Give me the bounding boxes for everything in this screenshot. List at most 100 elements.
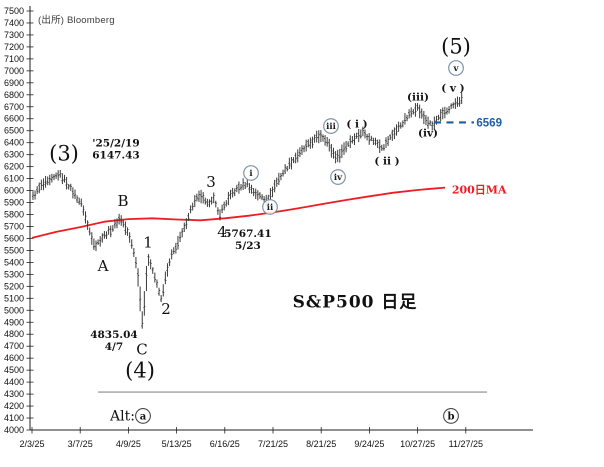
price-annotation-line: 4/7 xyxy=(105,341,123,353)
y-axis-tick-label: 6700 xyxy=(4,102,24,112)
price-annotation-483504: 4835.044/7 xyxy=(90,329,138,353)
wave-label-iii: (iii) xyxy=(407,92,429,104)
source-label: (出所) Bloomberg xyxy=(38,15,115,26)
circled-wave-ring xyxy=(262,199,278,215)
x-axis-tick-label: 11/27/25 xyxy=(449,439,483,449)
price-annotation-line: 6147.43 xyxy=(92,150,140,162)
y-axis-tick-label: 5800 xyxy=(4,210,24,220)
price-bars xyxy=(31,92,463,329)
circled-wave-ring xyxy=(323,118,339,134)
y-axis-tick-label: 6600 xyxy=(4,114,24,124)
x-axis-tick-label: 6/16/25 xyxy=(210,439,240,449)
circled-wave-iv: iv xyxy=(330,169,346,185)
y-axis-tick-label: 5700 xyxy=(4,221,24,231)
y-axis-tick-label: 4600 xyxy=(4,353,24,363)
wave-label-4: (4) xyxy=(125,358,155,382)
wave-label-5: (5) xyxy=(441,34,471,58)
wave-label-4: 4 xyxy=(217,223,227,241)
chart-title: S&P500 日足 xyxy=(292,292,418,313)
y-axis-tick-label: 5000 xyxy=(4,305,24,315)
y-axis-tick-label: 6800 xyxy=(4,90,24,100)
wave-label-iv: (iv) xyxy=(418,128,438,140)
price-annotation-line: 4835.04 xyxy=(90,329,138,341)
price-annotation-line: '25/2/19 xyxy=(92,138,139,150)
wave-label-1: 1 xyxy=(143,233,153,251)
alt-circle-ring xyxy=(135,407,151,424)
y-axis-tick-label: 6900 xyxy=(4,78,24,88)
wave-label-v: ( v ) xyxy=(441,83,464,95)
ma-200-line xyxy=(31,186,446,239)
y-axis-tick-label: 4900 xyxy=(4,317,24,327)
x-axis-tick-label: 9/24/25 xyxy=(354,439,384,449)
price-annotation-line: 5/23 xyxy=(235,240,261,252)
y-axis-tick-label: 6200 xyxy=(4,162,24,172)
y-axis-tick-label: 7200 xyxy=(4,42,24,52)
y-axis-tick-label: 5500 xyxy=(4,245,24,255)
y-axis-tick-label: 7300 xyxy=(4,30,24,40)
price-annotation-line: 5767.41 xyxy=(224,228,272,240)
circled-wave-text: ii xyxy=(267,203,274,213)
y-axis-tick-label: 7000 xyxy=(4,66,24,76)
alt-prefix-label: Alt: xyxy=(109,408,135,424)
price-annotation-576741: 5767.415/23 xyxy=(224,228,272,252)
alt-circled-a: a xyxy=(135,407,151,424)
wave-label-3: (3) xyxy=(49,141,79,165)
y-axis-tick-label: 4400 xyxy=(4,377,24,387)
y-axis-tick-label: 4200 xyxy=(4,401,24,411)
y-axis-tick-label: 7100 xyxy=(4,54,24,64)
y-axis-tick-label: 6400 xyxy=(4,138,24,148)
x-axis-tick-label: 8/21/25 xyxy=(306,439,336,449)
circled-wave-ring xyxy=(243,165,259,181)
x-axis-tick-label: 7/21/25 xyxy=(258,439,288,449)
wave-label-b: B xyxy=(117,192,128,210)
wave-label-a: A xyxy=(97,257,109,275)
y-axis-tick-label: 5400 xyxy=(4,257,24,267)
y-axis-tick-label: 6300 xyxy=(4,150,24,160)
ma-200-label: 200日MA xyxy=(452,183,507,196)
circled-wave-text: iv xyxy=(334,173,343,183)
circled-wave-text: iii xyxy=(326,122,336,132)
y-axis-tick-label: 4100 xyxy=(4,413,24,423)
x-axis-tick-label: 5/13/25 xyxy=(162,439,192,449)
y-axis-tick-label: 4700 xyxy=(4,341,24,351)
circled-wave-text: i xyxy=(249,169,253,179)
circled-wave-v: v xyxy=(448,60,464,76)
alt-circled-b: b xyxy=(443,407,459,424)
wave-label-2: 2 xyxy=(161,300,171,318)
x-axis-tick-label: 4/9/25 xyxy=(116,439,141,449)
x-axis-tick-label: 3/7/25 xyxy=(68,439,93,449)
alt-circle-ring xyxy=(443,407,459,424)
circled-wave-i: i xyxy=(243,165,259,181)
y-axis-tick-label: 4500 xyxy=(4,365,24,375)
circled-wave-iii: iii xyxy=(323,118,339,134)
wave-label-3: 3 xyxy=(206,173,216,191)
wave-label-ii: ( ii ) xyxy=(374,156,399,168)
level-6569-label: 6569 xyxy=(476,117,502,129)
y-axis-tick-label: 4800 xyxy=(4,329,24,339)
y-axis-tick-label: 5200 xyxy=(4,281,24,291)
circled-wave-ii: ii xyxy=(262,199,278,215)
y-axis-tick-label: 6500 xyxy=(4,126,24,136)
y-axis-tick-label: 7400 xyxy=(4,18,24,28)
alt-circle-text: b xyxy=(448,412,455,423)
circled-wave-ring xyxy=(330,169,346,185)
y-axis-tick-label: 6100 xyxy=(4,174,24,184)
y-axis-tick-label: 4300 xyxy=(4,389,24,399)
y-axis-tick-label: 7500 xyxy=(4,6,24,16)
circled-wave-ring xyxy=(448,60,464,76)
circled-wave-text: v xyxy=(453,64,460,74)
y-axis-tick-label: 5100 xyxy=(4,293,24,303)
y-axis-tick-label: 5600 xyxy=(4,233,24,243)
y-axis-tick-label: 6000 xyxy=(4,186,24,196)
wave-label-i: ( i ) xyxy=(346,119,367,131)
alt-circle-text: a xyxy=(140,412,147,423)
y-axis-tick-label: 5900 xyxy=(4,198,24,208)
x-axis-tick-label: 2/3/25 xyxy=(19,439,44,449)
wave-label-c: C xyxy=(136,340,147,358)
x-axis-tick-label: 10/27/25 xyxy=(400,439,435,449)
y-axis-tick-label: 4000 xyxy=(4,425,24,435)
y-axis-tick-label: 5300 xyxy=(4,269,24,279)
